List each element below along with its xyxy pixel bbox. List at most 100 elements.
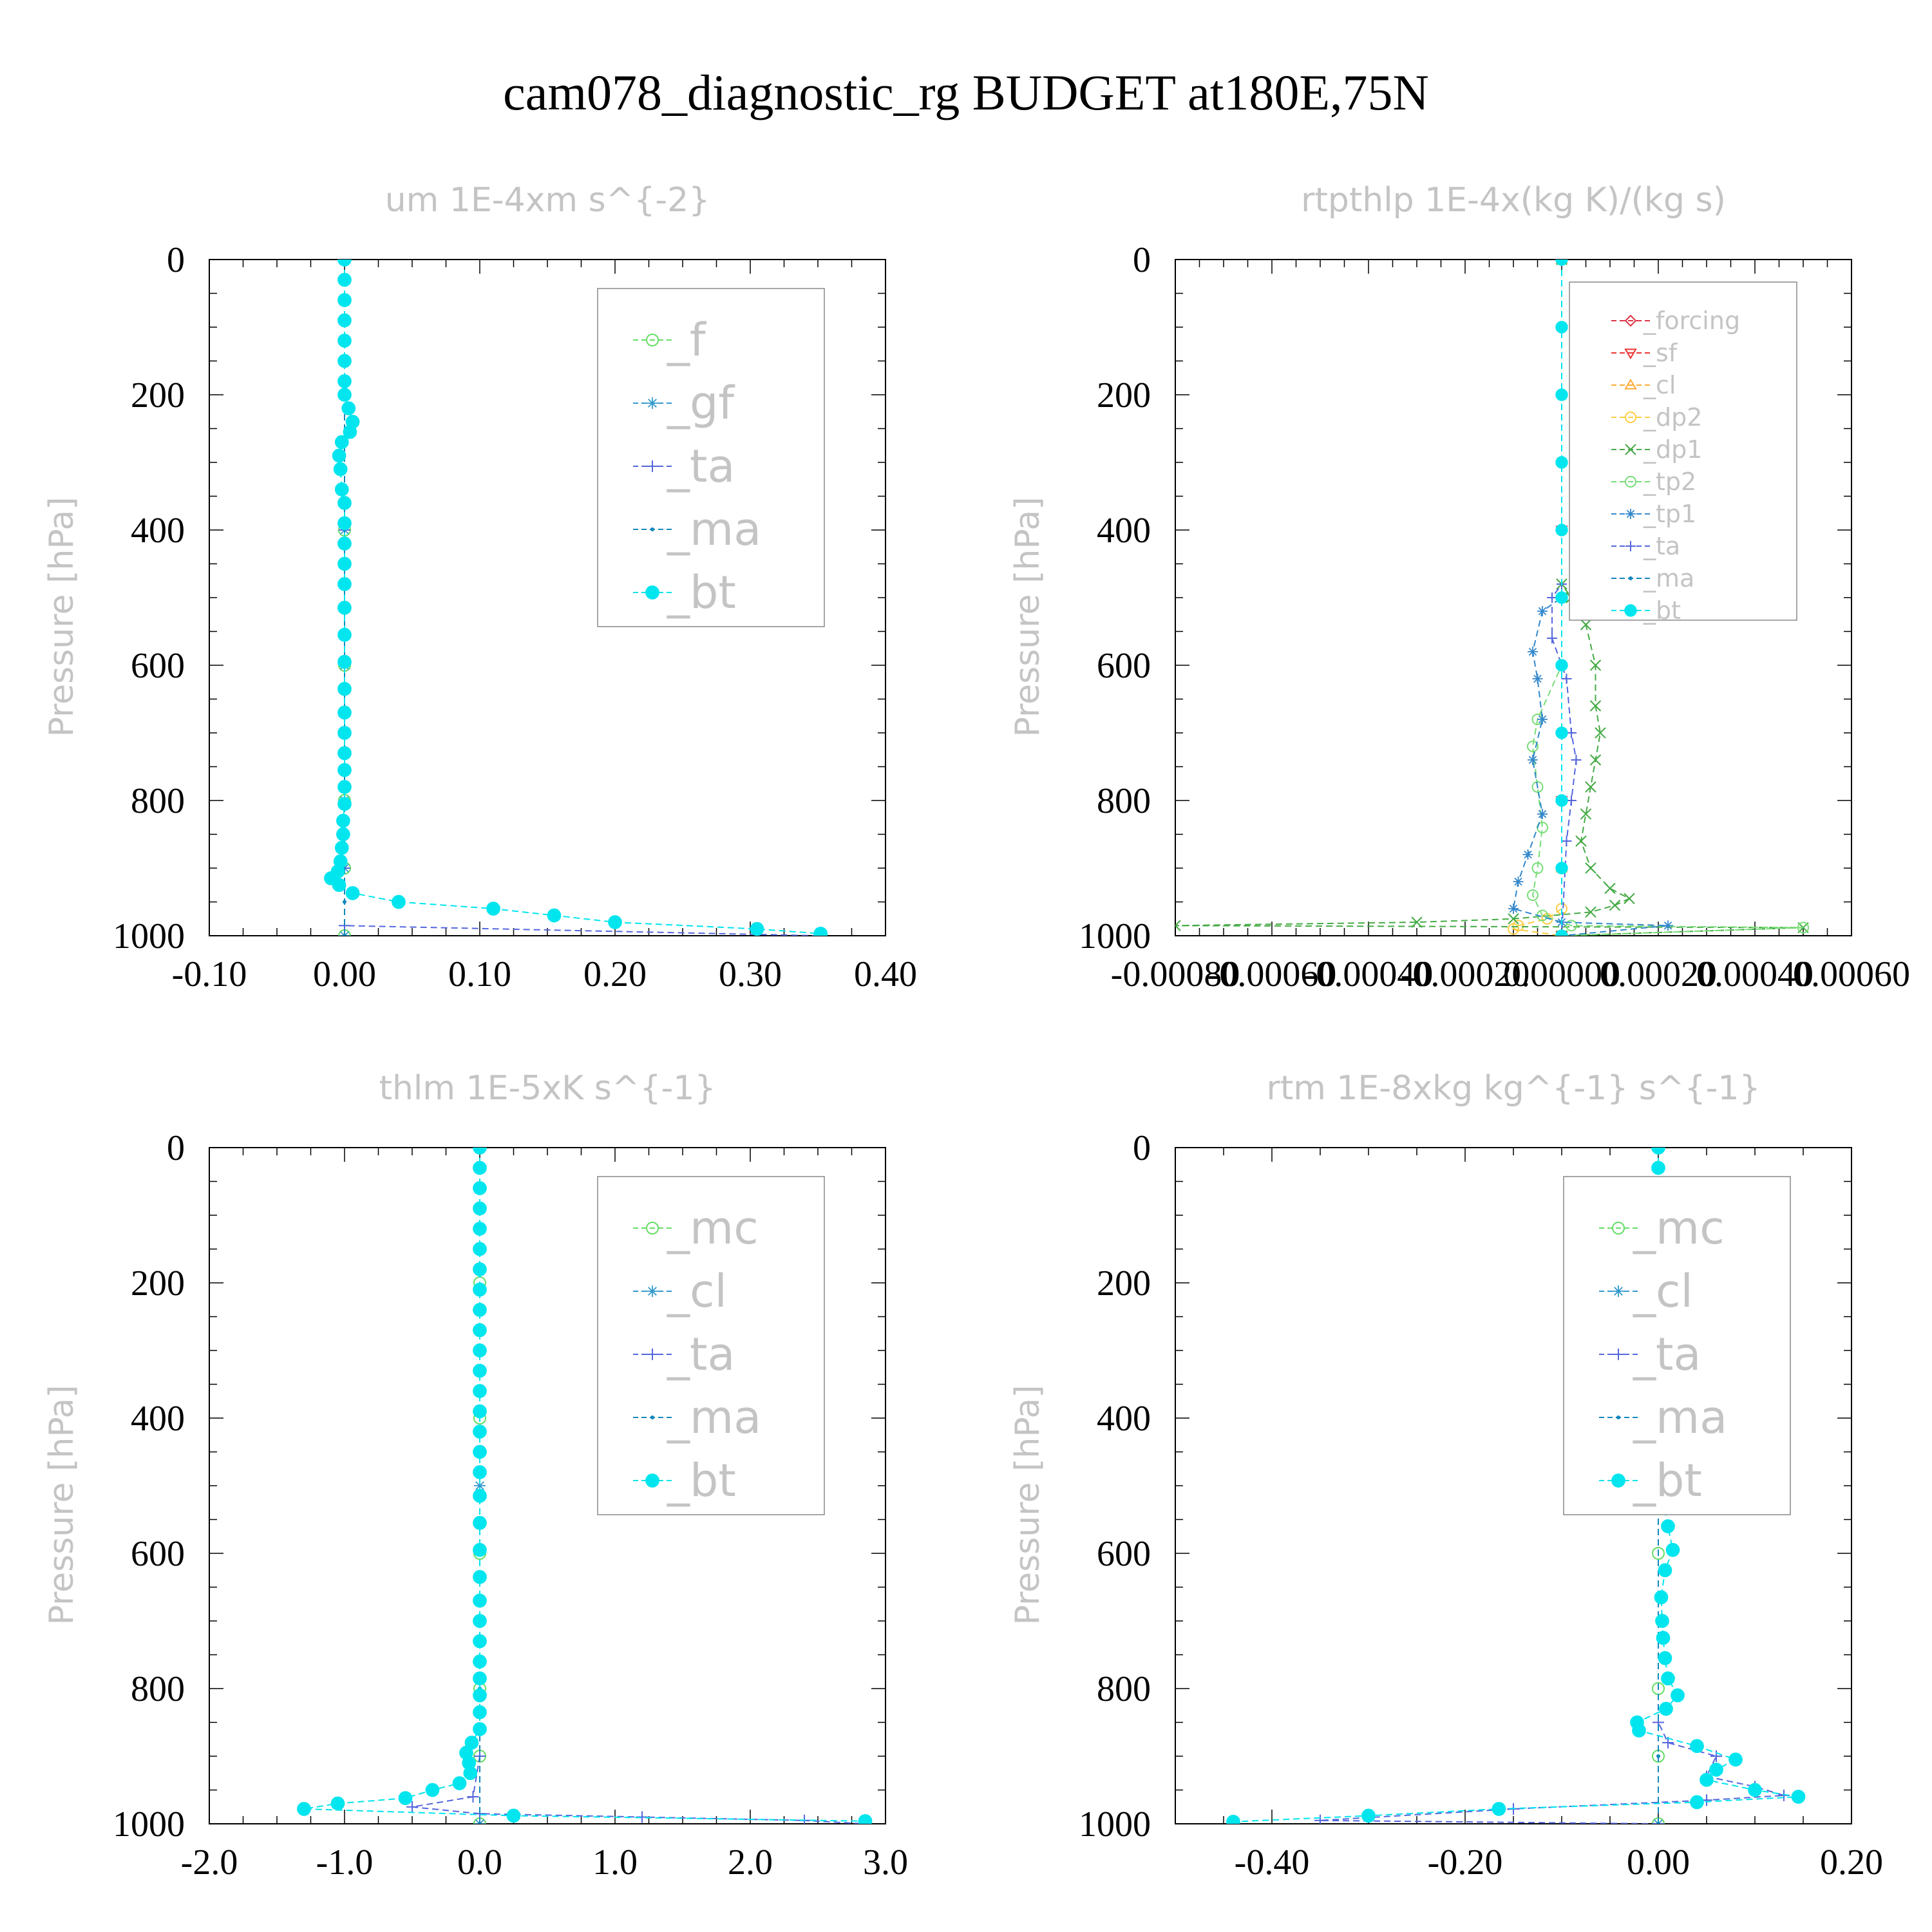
- series-ta-line: [1320, 1148, 1785, 1824]
- legend-dp1-label: _dp1: [1643, 435, 1702, 464]
- legend-ta-label: _ta: [667, 1328, 735, 1381]
- legend-mc-label: _mc: [1633, 1202, 1725, 1255]
- series-tp1-point: [1508, 904, 1519, 914]
- series-bt-point: [473, 1705, 487, 1719]
- series-bt-line: [303, 1148, 866, 1822]
- legend-ta-label: _ta: [1633, 1328, 1701, 1381]
- chart-panel-3: thlm 1E-5xK s^{-1} Pressure [hPa] 0 200 400 6…: [43, 1069, 908, 1882]
- series-bt-point: [1555, 659, 1568, 672]
- series-bt-point: [1728, 1752, 1743, 1767]
- legend-ma-label: _ma: [667, 1391, 761, 1444]
- legend-f-label: _f: [667, 314, 706, 366]
- y-tick-label: 200: [1097, 1264, 1151, 1303]
- series-tp2-point: [1531, 862, 1544, 874]
- legend-ma-label: _ma: [1633, 1391, 1727, 1444]
- series-bt-point: [473, 1425, 487, 1439]
- series-tp1-point: [1537, 809, 1548, 819]
- series-bt-point: [506, 1808, 521, 1823]
- series-dp1-point: [1609, 900, 1621, 911]
- series-bt-point: [337, 536, 352, 551]
- series-bt-point: [473, 1222, 487, 1236]
- x-tick-label: -0.00020: [1401, 954, 1530, 994]
- series-bt-point: [392, 895, 406, 909]
- series-group: [1175, 260, 1809, 936]
- y-tick-label: 200: [131, 375, 185, 415]
- legend-ma-marker: [650, 1416, 654, 1419]
- series-bt-point: [473, 1542, 487, 1557]
- series-bt-point: [337, 496, 352, 510]
- series-bt-point: [473, 1148, 487, 1155]
- legend-bt-label: _bt: [1643, 596, 1681, 625]
- series-bt-point: [337, 780, 352, 794]
- series-ta-point: [406, 1801, 418, 1813]
- legend-sf-label: _sf: [1643, 339, 1678, 367]
- legend-bt-label: _bt: [1633, 1454, 1702, 1507]
- y-tick-label: 200: [1097, 375, 1151, 415]
- y-tick-label: 1000: [113, 916, 185, 956]
- series-dp1-point: [1175, 920, 1181, 931]
- series-bt-point: [750, 922, 764, 936]
- series-bt-point: [297, 1802, 311, 1816]
- series-bt-point: [473, 1343, 487, 1358]
- series-bt-point: [473, 1465, 487, 1479]
- chart-subtitle: um 1E-4xm s^{-2}: [385, 181, 710, 220]
- x-tick-label: -2.0: [181, 1842, 238, 1882]
- series-tp1-point: [1522, 849, 1533, 860]
- series-bt-point: [332, 878, 346, 893]
- x-tick-label: 0.20: [583, 954, 647, 994]
- series-tp1-point: [1537, 714, 1548, 724]
- legend-dp1-marker: [1625, 444, 1636, 455]
- legend-tp1-marker: [1625, 509, 1636, 519]
- series-dp1-point: [1589, 659, 1602, 671]
- y-tick-label: 0: [1133, 1128, 1151, 1168]
- series-mc-point: [1652, 1547, 1665, 1560]
- y-axis-label: Pressure [hPa]: [1009, 1385, 1047, 1625]
- chart-panel-4: rtm 1E-8xkg kg^{-1} s^{-1} Pressure [hPa]…: [1009, 1069, 1883, 1882]
- series-bt-point: [1555, 388, 1568, 401]
- y-axis-label: Pressure [hPa]: [1009, 497, 1047, 737]
- x-tick-label: -0.40: [1235, 1842, 1310, 1882]
- series-dp1-point: [1604, 882, 1616, 895]
- series-bt-point: [333, 462, 348, 477]
- series-ta-line: [344, 260, 819, 936]
- series-bt-point: [337, 354, 352, 368]
- series-ma-point: [343, 900, 346, 904]
- series-bt-point: [337, 681, 352, 696]
- series-bt-point: [334, 482, 349, 497]
- series-bt-point: [343, 424, 357, 439]
- y-tick-label: 800: [1097, 781, 1151, 821]
- series-bt-point: [1492, 1802, 1506, 1816]
- legend-ma-label: _ma: [667, 503, 761, 556]
- legend-ta-label: _ta: [1643, 532, 1680, 560]
- series-bt-point: [1690, 1795, 1704, 1810]
- legend-gf-label: _gf: [667, 377, 735, 430]
- series-ta-point: [1710, 1750, 1722, 1762]
- series-bt-point: [1555, 456, 1568, 469]
- legend-tp2-label: _tp2: [1643, 468, 1696, 496]
- series-bt-point: [1555, 794, 1568, 807]
- series-bt-point: [547, 908, 562, 923]
- series-tp1-point: [1528, 647, 1538, 657]
- x-tick-label: -0.00080: [1111, 954, 1240, 994]
- series-bt-point: [1656, 1631, 1671, 1645]
- y-tick-label: 600: [131, 1534, 185, 1574]
- series-bt-point: [473, 1160, 487, 1175]
- series-bt-point: [337, 577, 352, 591]
- y-tick-label: 0: [167, 240, 185, 280]
- chart-subtitle: rtm 1E-8xkg kg^{-1} s^{-1}: [1266, 1069, 1760, 1108]
- series-bt-point: [1748, 1783, 1762, 1797]
- x-tick-label: 0.00020: [1600, 954, 1717, 994]
- series-bt-point: [337, 293, 352, 307]
- series-bt-point: [336, 827, 350, 842]
- series-bt-point: [1690, 1739, 1704, 1754]
- series-bt-point: [1709, 1763, 1723, 1777]
- legend-bt-marker: [1624, 604, 1637, 617]
- series-bt-point: [463, 1766, 478, 1781]
- x-tick-label: 0.30: [719, 954, 782, 994]
- x-tick-label: 0.00000: [1503, 954, 1620, 994]
- series-ta-point: [1561, 674, 1572, 684]
- legend-bt-label: _bt: [667, 566, 736, 619]
- legend: _mc _cl _ta _ma _bt: [1563, 1176, 1791, 1515]
- series-tp1-point: [1537, 606, 1548, 616]
- series-bt-point: [473, 1688, 487, 1703]
